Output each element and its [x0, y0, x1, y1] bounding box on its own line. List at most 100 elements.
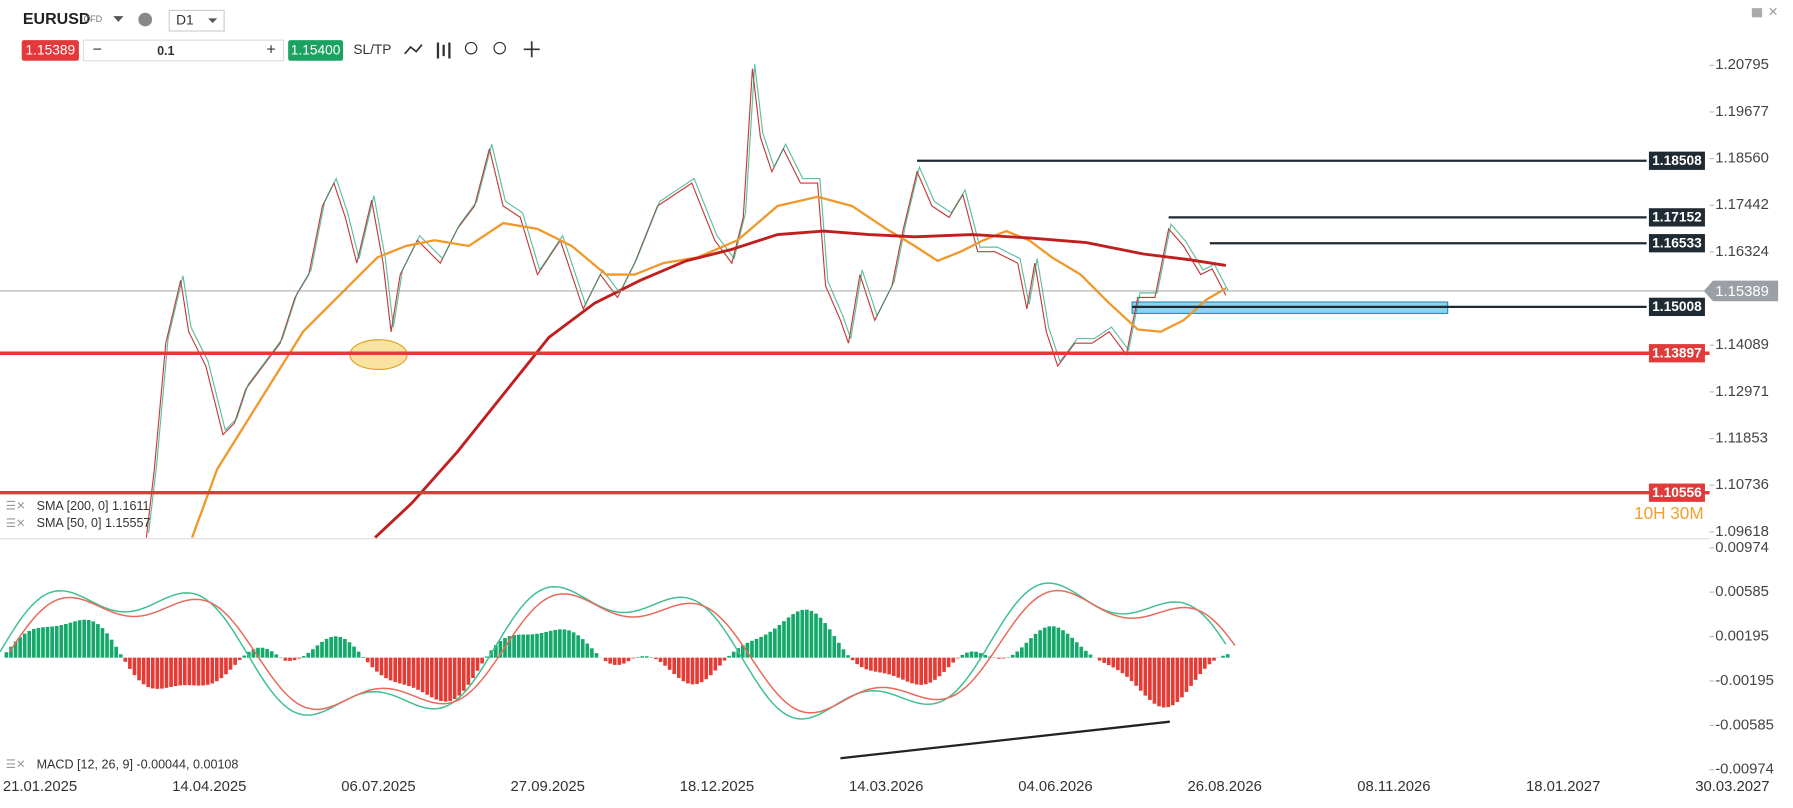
macd-bar: [613, 658, 617, 665]
macd-bar: [1070, 638, 1074, 658]
macd-bar: [1029, 638, 1033, 657]
macd-bar: [668, 658, 672, 670]
macd-tick-label: -0.00195: [1715, 673, 1774, 689]
macd-bar: [64, 624, 68, 658]
y-tick-label: 1.10736: [1715, 477, 1769, 493]
minus[interactable]: −: [93, 42, 102, 59]
macd-bar: [320, 642, 324, 658]
candle-tool[interactable]: [438, 42, 449, 58]
info-icon[interactable]: [138, 13, 152, 27]
macd-bar: [837, 643, 841, 658]
macd-bar: [384, 658, 388, 679]
macd-bar: [425, 658, 429, 695]
macd-bar: [380, 658, 384, 676]
macd-bar: [105, 633, 109, 657]
macd-bar: [828, 629, 832, 657]
macd-bar: [1153, 658, 1157, 704]
macd-bar: [1089, 655, 1093, 658]
macd-bar: [160, 658, 164, 689]
level-label: 1.10556: [1652, 485, 1702, 500]
macd-bar: [800, 610, 804, 658]
macd-bar: [864, 658, 868, 670]
macd-bar: [627, 658, 631, 662]
macd-bar: [174, 658, 178, 686]
macd-bar: [1166, 658, 1170, 707]
line-tool[interactable]: [405, 45, 422, 54]
macd-bar: [700, 658, 704, 683]
macd-bar: [439, 658, 443, 701]
macd-bar: [965, 653, 969, 658]
macd-tick-label: 0.00585: [1715, 584, 1769, 600]
macd-bar: [220, 658, 224, 679]
macd-bar: [366, 658, 370, 663]
macd-bar: [311, 649, 315, 657]
macd-bar: [476, 658, 480, 671]
macd-bar: [947, 658, 951, 668]
macd-bar: [352, 647, 356, 658]
x-tick-label: 21.01.2025: [3, 779, 77, 795]
macd-bar: [997, 658, 1001, 659]
y-tick-label: 1.12971: [1715, 384, 1769, 400]
macd-bar: [114, 647, 118, 658]
macd-bar: [617, 658, 621, 665]
macd-bar: [572, 632, 576, 657]
symbol-type: CFD: [83, 14, 102, 24]
macd-bar: [531, 634, 535, 657]
macd-bar: [512, 635, 516, 658]
y-tick-label: 1.18560: [1715, 151, 1769, 167]
macd-bar: [41, 627, 45, 657]
indicator-icon[interactable]: ☰✕: [6, 501, 26, 513]
macd-bar: [23, 634, 27, 658]
zoom-out[interactable]: [465, 42, 476, 53]
macd-bar: [883, 658, 887, 674]
macd-bar: [1057, 628, 1061, 658]
macd-bar: [1148, 658, 1152, 700]
macd-bar: [727, 656, 731, 658]
macd-bar: [128, 658, 132, 669]
macd-bar: [1052, 626, 1056, 657]
macd-bar: [526, 635, 530, 658]
macd-bar: [750, 641, 754, 658]
x-tick-label: 26.08.2026: [1187, 779, 1261, 795]
macd-bar: [810, 611, 814, 658]
macd-bar: [59, 625, 63, 658]
sltp[interactable]: SL/TP: [353, 42, 391, 57]
macd-bar: [448, 658, 452, 701]
macd-bar: [69, 623, 73, 658]
macd-bar: [938, 658, 942, 677]
x-tick-label: 08.11.2026: [1357, 779, 1430, 795]
buy-price: 1.15400: [291, 43, 341, 58]
macd-bar: [604, 658, 608, 661]
pan-tool[interactable]: [524, 41, 540, 57]
macd-bar: [787, 617, 791, 657]
macd-bar: [206, 658, 210, 685]
macd-bar: [133, 658, 137, 675]
sma-50: [192, 197, 1226, 538]
window-button[interactable]: [1752, 8, 1762, 17]
price-path: [146, 69, 1225, 538]
macd-bar: [389, 658, 393, 681]
macd-bar: [421, 658, 425, 693]
macd-bar: [453, 658, 457, 699]
macd-bar: [343, 639, 347, 658]
macd-bar: [32, 629, 36, 658]
symbol: EURUSD: [23, 11, 91, 28]
close-button[interactable]: ✕: [1768, 5, 1779, 19]
macd-bar: [1226, 654, 1230, 657]
macd-bar: [1015, 652, 1019, 658]
macd-bar: [791, 614, 795, 658]
macd-bar: [1038, 630, 1042, 657]
macd-bar: [46, 627, 50, 658]
macd-bar: [444, 658, 448, 702]
indicator-icon[interactable]: ☰✕: [6, 759, 26, 771]
zoom-in[interactable]: [494, 42, 505, 53]
macd-bar: [435, 658, 439, 700]
macd-bar: [887, 658, 891, 675]
macd-bar: [567, 630, 571, 657]
quantity-input[interactable]: [83, 40, 283, 61]
indicator-icon[interactable]: ☰✕: [6, 518, 26, 530]
macd-bar: [1125, 658, 1129, 677]
plus[interactable]: +: [266, 42, 275, 59]
dropdown-arrow[interactable]: [113, 16, 123, 22]
